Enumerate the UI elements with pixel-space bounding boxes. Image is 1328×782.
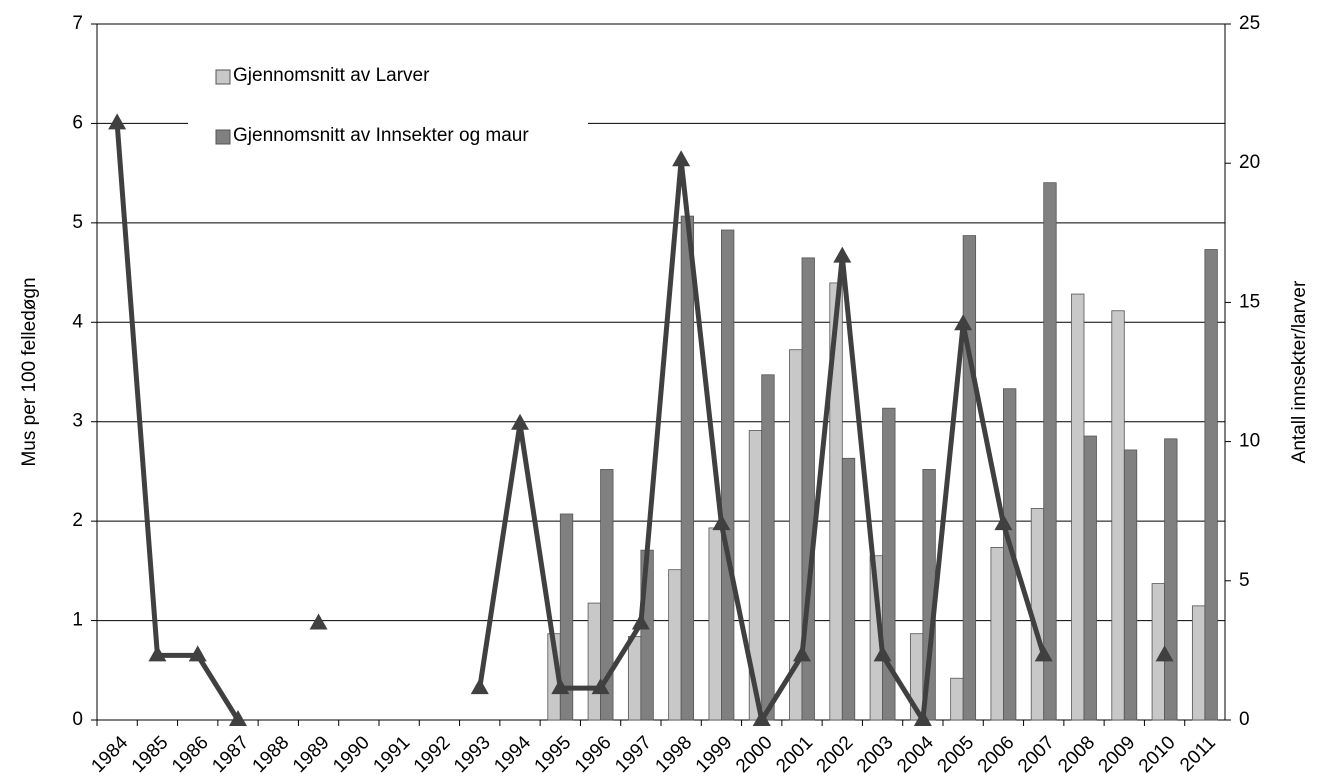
y-tick-label: 7 <box>72 13 83 34</box>
bar <box>761 374 775 721</box>
y-tick-label: 3 <box>72 411 83 432</box>
y2-tick-label: 15 <box>1239 291 1260 312</box>
x-tick-label: 1989 <box>289 732 334 777</box>
bar <box>990 546 1004 721</box>
marker <box>793 645 811 662</box>
marker <box>591 678 610 695</box>
marker <box>712 514 731 531</box>
bar <box>668 569 682 721</box>
x-tick-label: 2009 <box>1095 732 1140 777</box>
x-tick-label: 2003 <box>853 732 898 777</box>
legend-item: Gjennomsnitt av Larver <box>233 65 430 86</box>
x-tick-label: 2001 <box>772 732 817 777</box>
x-tick-label: 2010 <box>1135 732 1180 777</box>
legend-swatch <box>215 129 231 145</box>
marker <box>833 246 852 263</box>
x-tick-label: 1986 <box>168 732 213 777</box>
y2-tick-label: 10 <box>1239 431 1260 452</box>
y-tick-label: 6 <box>72 112 83 133</box>
x-tick-label: 1997 <box>611 732 656 777</box>
bar <box>1204 249 1218 721</box>
y2-tick-label: 5 <box>1239 570 1250 591</box>
x-tick-label: 1993 <box>450 732 495 777</box>
bar <box>882 407 896 721</box>
legend-background <box>188 52 588 182</box>
marker <box>873 645 892 662</box>
y2-tick-label: 20 <box>1239 152 1260 173</box>
bar <box>1164 438 1178 721</box>
x-tick-label: 2008 <box>1054 732 1099 777</box>
marker <box>954 314 973 331</box>
marker <box>631 613 650 630</box>
marker <box>1155 645 1174 662</box>
bar <box>922 469 936 721</box>
bar <box>1043 182 1057 721</box>
x-tick-label: 2007 <box>1014 732 1059 777</box>
x-tick-label: 1990 <box>329 732 374 777</box>
marker <box>309 613 328 630</box>
x-tick-label: 1998 <box>651 732 696 777</box>
y-tick-label: 2 <box>72 510 83 531</box>
marker <box>551 678 570 695</box>
bar <box>587 602 601 721</box>
x-tick-label: 1987 <box>208 732 253 777</box>
marker <box>511 413 529 430</box>
x-tick-label: 1991 <box>369 732 414 777</box>
bar <box>1111 310 1125 721</box>
x-tick-label: 2011 <box>1176 732 1220 776</box>
bar <box>1191 605 1206 721</box>
x-tick-label: 1984 <box>87 732 132 777</box>
legend-swatch <box>215 69 231 85</box>
marker <box>913 710 932 726</box>
x-tick-label: 2000 <box>732 732 777 777</box>
y2-axis-label: Antall innsekter/larver <box>1289 280 1310 463</box>
bar <box>801 257 815 721</box>
x-tick-label: 1985 <box>128 732 173 777</box>
bar <box>841 457 856 721</box>
marker <box>752 710 771 726</box>
x-tick-label: 1992 <box>410 732 455 777</box>
x-tick-label: 1999 <box>692 732 737 777</box>
bar <box>680 215 695 721</box>
bar <box>1123 449 1138 721</box>
legend: Gjennomsnitt av Larver Gjennomsnitt av In… <box>188 52 588 182</box>
marker <box>672 150 691 167</box>
x-tick-label: 2002 <box>813 732 858 777</box>
bar <box>721 229 735 721</box>
y2-tick-label: 0 <box>1239 709 1250 730</box>
y-axis-label: Mus per 100 felledøgn <box>19 277 40 466</box>
y-tick-label: 5 <box>72 212 83 233</box>
legend-label: Gjennomsnitt av Innsekter og maur <box>233 125 529 146</box>
x-tick-label: 2005 <box>933 732 978 777</box>
y2-tick-label: 25 <box>1239 13 1260 34</box>
x-tick-label: 2006 <box>974 732 1019 777</box>
bar <box>1083 435 1097 721</box>
legend-item: Gjennomsnitt av Innsekter og maur <box>233 125 529 146</box>
bar <box>600 469 614 721</box>
bar <box>962 235 977 721</box>
x-tick-label: 1995 <box>531 732 576 777</box>
marker <box>148 645 167 662</box>
x-tick-label: 1996 <box>571 732 616 777</box>
marker <box>994 514 1013 531</box>
y-tick-label: 1 <box>72 610 83 631</box>
bar <box>1003 388 1017 721</box>
marker <box>229 710 247 726</box>
marker <box>1034 645 1053 662</box>
bar <box>559 513 574 721</box>
bar <box>627 636 642 721</box>
x-tick-label: 1988 <box>249 732 294 777</box>
y-tick-label: 0 <box>72 709 83 730</box>
marker <box>188 645 207 662</box>
marker <box>108 113 127 130</box>
bar <box>708 527 722 721</box>
bar <box>1071 293 1085 721</box>
legend-label: Gjennomsnitt av Larver <box>233 65 430 86</box>
y-tick-label: 4 <box>72 311 83 332</box>
bar <box>950 677 964 721</box>
marker <box>470 678 489 695</box>
x-tick-label: 2004 <box>893 732 938 777</box>
x-tick-label: 1994 <box>490 732 535 777</box>
